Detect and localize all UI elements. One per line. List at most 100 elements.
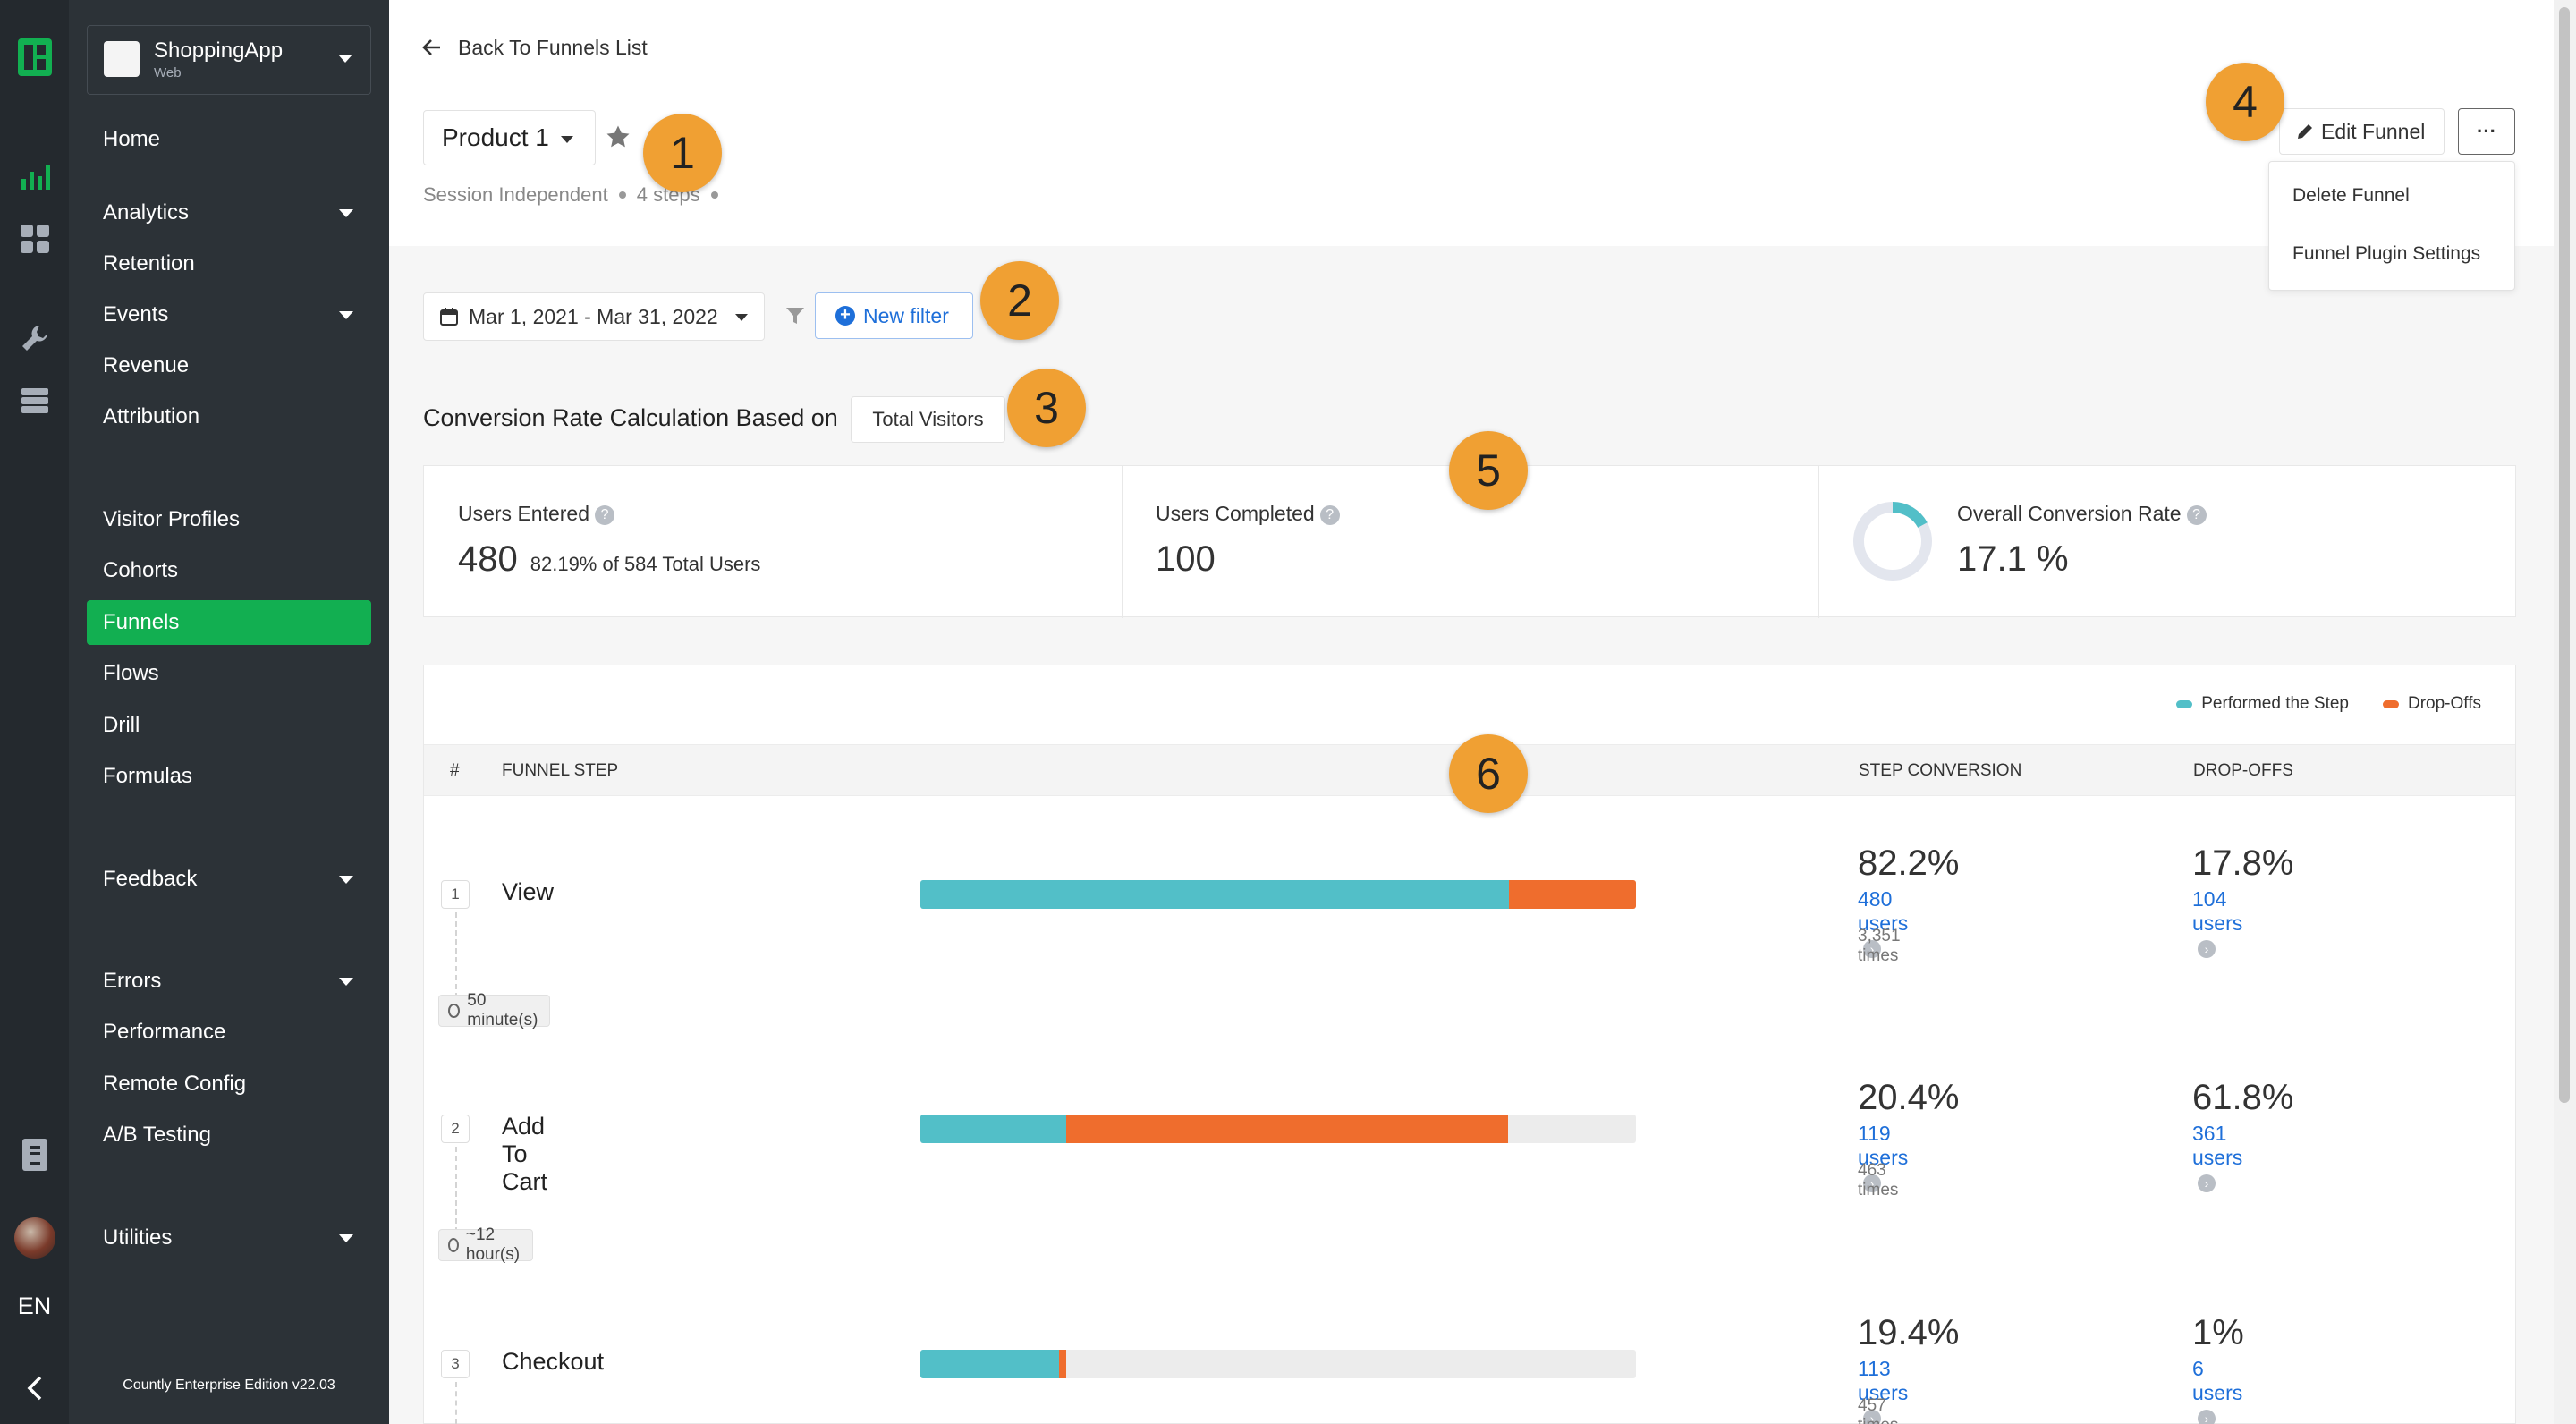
- sidebar-item-flows[interactable]: Flows: [87, 651, 371, 696]
- menu-item-funnel-plugin-settings[interactable]: Funnel Plugin Settings: [2292, 243, 2481, 264]
- dashboard-grid-icon[interactable]: [0, 219, 69, 259]
- step-number: 1: [441, 880, 470, 909]
- language-label[interactable]: EN: [17, 1292, 52, 1319]
- user-avatar[interactable]: [0, 1216, 69, 1259]
- chevron-down-icon: [338, 55, 352, 63]
- chevron-down-icon: [339, 978, 353, 986]
- step-bar: [920, 880, 1636, 909]
- date-range-picker[interactable]: Mar 1, 2021 - Mar 31, 2022: [423, 292, 765, 341]
- arrow-right-circle-icon: ›: [2198, 1409, 2216, 1424]
- sidebar-item-label: Attribution: [103, 404, 200, 428]
- col-funnel-step: FUNNEL STEP: [502, 761, 619, 780]
- funnel-name: Product 1: [442, 123, 549, 151]
- sidebar-item-funnels[interactable]: Funnels: [87, 600, 371, 645]
- users-entered-label: Users Entered: [458, 502, 590, 525]
- edit-funnel-label: Edit Funnel: [2321, 119, 2426, 143]
- step-conversion-users[interactable]: 119 users ›: [1858, 1122, 1908, 1194]
- collapse-chevron-icon[interactable]: [0, 1370, 69, 1406]
- star-icon[interactable]: [605, 123, 631, 155]
- help-icon[interactable]: ?: [1319, 504, 1340, 525]
- arrow-right-circle-icon: ›: [2198, 939, 2216, 958]
- conversion-basis-select[interactable]: Total Visitors: [851, 396, 1005, 443]
- bar-chart-icon[interactable]: [0, 157, 69, 196]
- sidebar-item-revenue[interactable]: Revenue: [87, 343, 371, 388]
- edit-funnel-button[interactable]: Edit Funnel: [2279, 108, 2445, 155]
- sidebar-item-label: Revenue: [103, 353, 190, 377]
- new-filter-button[interactable]: + New filter: [815, 292, 973, 339]
- funnel-type: Session Independent: [423, 183, 608, 206]
- users-link-label: 6 users: [2192, 1357, 2243, 1404]
- icon-rail: EN: [0, 0, 69, 1424]
- sidebar-item-a-b-testing[interactable]: A/B Testing: [87, 1113, 371, 1157]
- app-logo: [104, 41, 140, 77]
- sidebar-item-errors[interactable]: Errors: [87, 959, 371, 1004]
- step-dropoff-users[interactable]: 104 users ›: [2192, 887, 2242, 960]
- step-conversion-users[interactable]: 480 users ›: [1858, 887, 1908, 960]
- step-conversion-pct: 82.2%: [1858, 843, 1960, 883]
- sidebar-item-home[interactable]: Home: [87, 117, 371, 162]
- sidebar-item-formulas[interactable]: Formulas: [87, 754, 371, 799]
- more-options-button[interactable]: ···: [2458, 108, 2515, 155]
- step-dropoff-users[interactable]: 361 users ›: [2192, 1122, 2242, 1194]
- sidebar-item-label: Formulas: [103, 764, 193, 788]
- step-dropoff-users[interactable]: 6 users ›: [2192, 1357, 2242, 1424]
- arrow-right-circle-icon: ›: [2198, 1174, 2216, 1192]
- annotation-badge-2: 2: [980, 261, 1059, 340]
- sidebar-item-cohorts[interactable]: Cohorts: [87, 548, 371, 593]
- menu-item-delete-funnel[interactable]: Delete Funnel: [2292, 185, 2410, 206]
- step-bar: [920, 1115, 1636, 1143]
- calendar-icon: [440, 308, 458, 326]
- sidebar-item-events[interactable]: Events: [87, 292, 371, 337]
- back-link-label: Back To Funnels List: [458, 35, 648, 59]
- sidebar-item-label: A/B Testing: [103, 1123, 211, 1147]
- step-name: Checkout: [502, 1348, 605, 1375]
- database-icon[interactable]: [0, 381, 69, 420]
- sidebar-item-label: Feedback: [103, 867, 198, 891]
- help-icon[interactable]: ?: [2186, 504, 2207, 525]
- arrow-right-circle-icon: ›: [1863, 939, 1881, 958]
- scrollbar-thumb[interactable]: [2559, 7, 2570, 1103]
- chevron-down-icon: [735, 314, 748, 321]
- users-link-label: 361 users: [2192, 1122, 2243, 1169]
- step-name: Add To Cart: [502, 1113, 548, 1195]
- sidebar: [69, 0, 389, 1424]
- clipboard-icon[interactable]: [0, 1134, 69, 1175]
- sidebar-item-attribution[interactable]: Attribution: [87, 394, 371, 439]
- sidebar-item-label: Remote Config: [103, 1072, 247, 1096]
- clock-icon: [448, 1004, 461, 1018]
- step-conversion-users[interactable]: 113 users ›: [1858, 1357, 1908, 1424]
- funnel-selector[interactable]: Product 1: [423, 110, 596, 165]
- chevron-down-icon: [339, 311, 353, 319]
- sidebar-item-retention[interactable]: Retention: [87, 242, 371, 286]
- separator-dot: [710, 191, 718, 199]
- funnel-meta: Session Independent 4 steps: [423, 183, 718, 207]
- sidebar-item-label: Home: [103, 127, 161, 151]
- sidebar-item-label: Flows: [103, 661, 159, 685]
- chevron-down-icon: [339, 209, 353, 217]
- users-completed-block: Users Completed?: [1156, 502, 1340, 526]
- sidebar-item-visitor-profiles[interactable]: Visitor Profiles: [87, 497, 371, 542]
- sidebar-item-feedback[interactable]: Feedback: [87, 857, 371, 902]
- sidebar-item-drill[interactable]: Drill: [87, 703, 371, 748]
- wrench-icon[interactable]: [0, 318, 69, 358]
- app-selector[interactable]: ShoppingApp Web: [87, 25, 371, 95]
- sidebar-item-analytics[interactable]: Analytics: [87, 191, 371, 235]
- sidebar-item-label: Analytics: [103, 200, 190, 225]
- sidebar-item-label: Funnels: [103, 610, 180, 634]
- step-time-gap: ~12 hour(s): [438, 1225, 534, 1264]
- step-times: 457 times: [1858, 1396, 1898, 1424]
- sidebar-item-performance[interactable]: Performance: [87, 1010, 371, 1055]
- bar-performed: [920, 1115, 1066, 1143]
- conversion-basis-label: Conversion Rate Calculation Based on: [423, 404, 838, 431]
- date-range-value: Mar 1, 2021 - Mar 31, 2022: [469, 304, 718, 328]
- sidebar-item-utilities[interactable]: Utilities: [87, 1216, 371, 1260]
- step-conversion-pct: 19.4%: [1858, 1313, 1960, 1352]
- back-link[interactable]: Back To Funnels List: [422, 34, 648, 61]
- annotation-badge-4: 4: [2206, 63, 2284, 141]
- help-icon[interactable]: ?: [595, 504, 615, 525]
- countly-logo-icon[interactable]: [0, 34, 69, 81]
- users-completed-label: Users Completed: [1156, 502, 1315, 525]
- users-link-label: 104 users: [2192, 887, 2243, 935]
- sidebar-item-remote-config[interactable]: Remote Config: [87, 1062, 371, 1106]
- scrollbar[interactable]: [2554, 0, 2576, 1424]
